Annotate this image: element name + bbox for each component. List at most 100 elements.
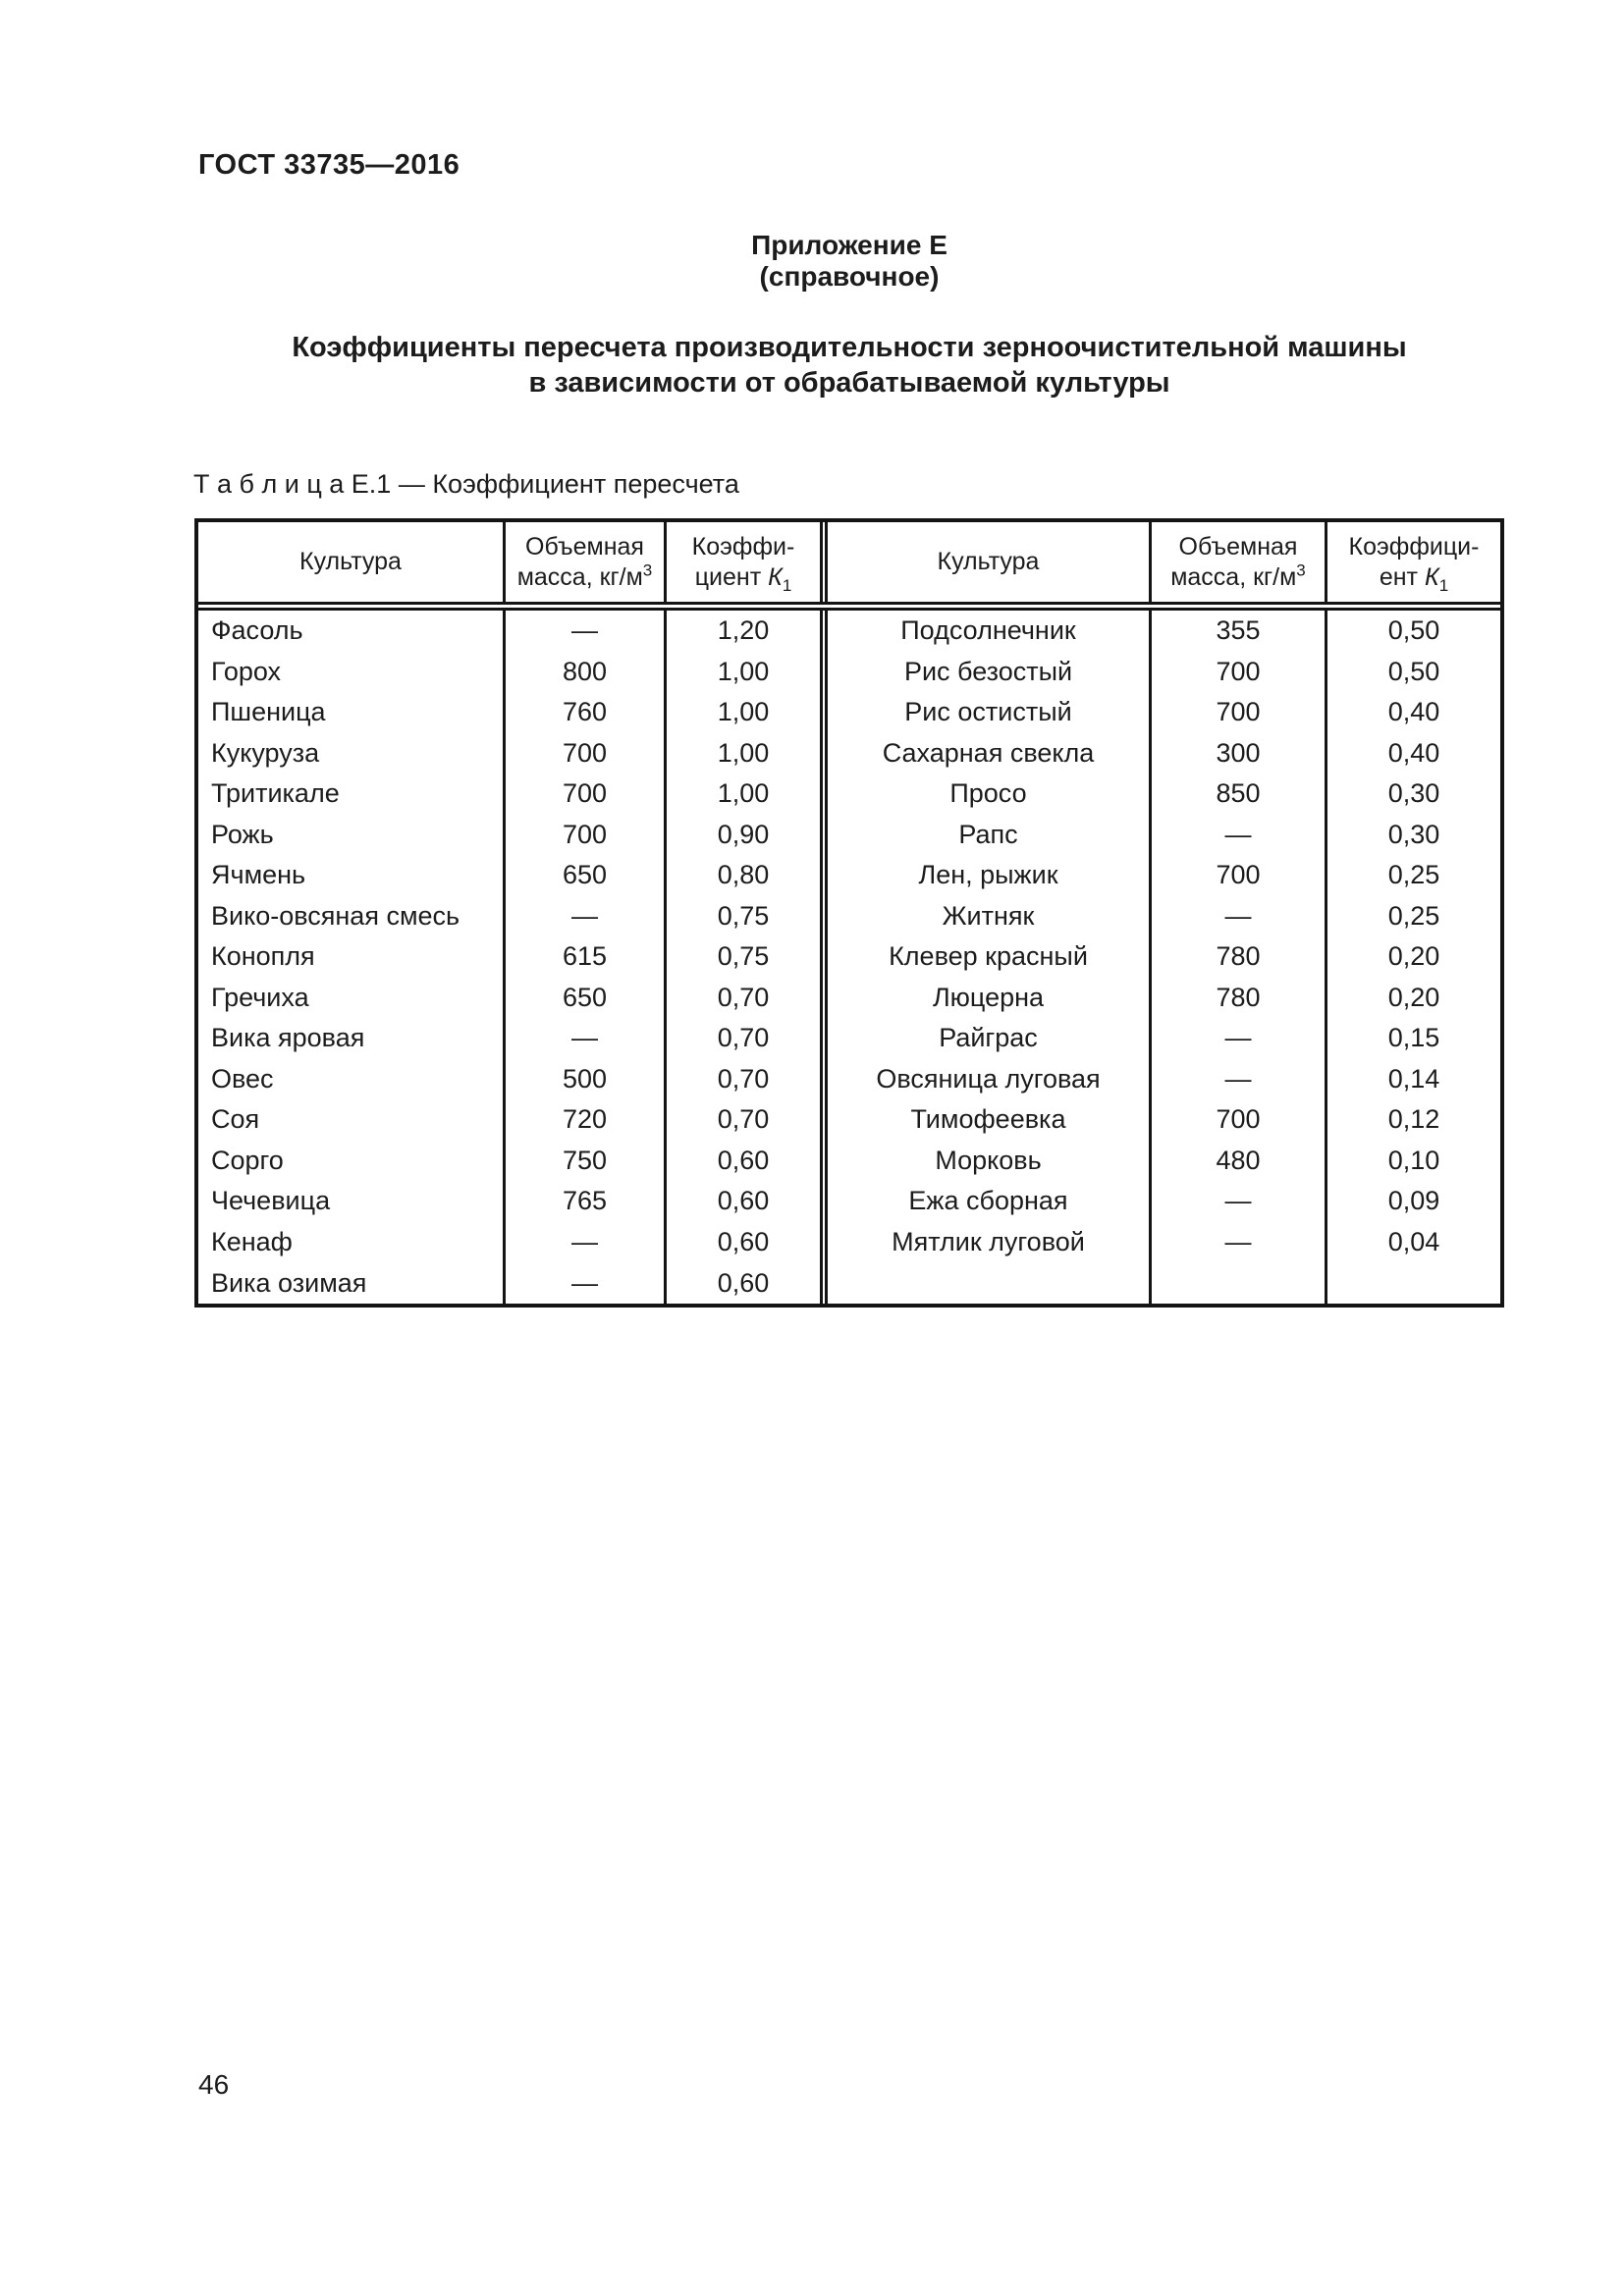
table-cell-coefficient: 0,70 xyxy=(717,1023,770,1053)
table-cell-mass: 750 xyxy=(506,1140,667,1182)
table-row: Фасоль — 1,20 xyxy=(198,611,820,652)
header-coef-left-line2: циент К1 xyxy=(694,562,792,595)
table-row: Житняк — 0,25 xyxy=(828,895,1500,937)
table-row: Вика озимая — 0,60 xyxy=(198,1262,820,1304)
table-row: Райграс — 0,15 xyxy=(828,1018,1500,1059)
table-cell-culture: Тритикале xyxy=(198,774,506,815)
table-left-half: Фасоль — 1,20 Горох 800 1,00 Пшеница 760… xyxy=(198,611,820,1304)
table-cell-mass: 780 xyxy=(1152,936,1327,978)
table-row: Пшеница 760 1,00 xyxy=(198,692,820,733)
table-cell-culture: Конопля xyxy=(198,936,506,978)
table-cell-culture: Люцерна xyxy=(828,977,1152,1019)
table-cell-mass: — xyxy=(506,1221,667,1263)
table-cell-culture: Чечевица xyxy=(198,1181,506,1222)
header-coef-right-line1: Коэффици- xyxy=(1348,532,1480,561)
table-cell-coefficient: 0,50 xyxy=(1387,656,1440,686)
table-right-half: Подсолнечник 355 0,50 Рис безостый 700 0… xyxy=(828,611,1500,1304)
header-mass-left: Объемная масса, кг/м3 xyxy=(506,522,667,602)
table-cell-culture: Сахарная свекла xyxy=(828,732,1152,774)
table-cell-mass: 700 xyxy=(1152,692,1327,733)
header-mass-right: Объемная масса, кг/м3 xyxy=(1152,522,1327,602)
appendix-subtitle: (справочное) xyxy=(759,261,940,292)
header-mass-left-line1: Объемная xyxy=(525,532,644,561)
table-cell-culture: Рис остистый xyxy=(828,692,1152,733)
table-row: Рис безостый 700 0,50 xyxy=(828,651,1500,693)
table-cell-mass: — xyxy=(1152,1221,1327,1263)
table-cell-mass: 700 xyxy=(506,774,667,815)
table-cell-coefficient: 1,20 xyxy=(717,615,770,646)
table-cell-coefficient: 0,60 xyxy=(717,1226,770,1256)
table-cell-coefficient: 0,10 xyxy=(1387,1145,1440,1175)
table-cell-empty xyxy=(828,1262,1152,1304)
table-cell-mass: — xyxy=(1152,1181,1327,1222)
table-cell-mass: 850 xyxy=(1152,774,1327,815)
table-row: Сахарная свекла 300 0,40 xyxy=(828,732,1500,774)
table-cell-mass: 700 xyxy=(1152,855,1327,896)
main-title-line2: в зависимости от обрабатываемой культуры xyxy=(528,367,1170,399)
table-body: Фасоль — 1,20 Горох 800 1,00 Пшеница 760… xyxy=(198,611,1500,1304)
table-row: Тимофеевка 700 0,12 xyxy=(828,1099,1500,1141)
table-cell-coefficient: 0,15 xyxy=(1387,1023,1440,1053)
table-cell-coefficient: 0,12 xyxy=(1387,1104,1440,1135)
table-cell-coefficient: 0,75 xyxy=(717,900,770,931)
table-row: Лен, рыжик 700 0,25 xyxy=(828,855,1500,896)
table-row: Сорго 750 0,60 xyxy=(198,1140,820,1182)
table-row: Ежа сборная — 0,09 xyxy=(828,1181,1500,1222)
table-cell-culture: Гречиха xyxy=(198,977,506,1019)
document-number: ГОСТ 33735—2016 xyxy=(198,149,460,181)
table-cell-culture: Вико-овсяная смесь xyxy=(198,895,506,937)
table-cell-mass: — xyxy=(1152,1058,1327,1100)
table-row: Клевер красный 780 0,20 xyxy=(828,936,1500,978)
table-cell-coefficient: 0,70 xyxy=(717,982,770,1012)
table-cell-coefficient: 0,75 xyxy=(717,941,770,972)
table-row: Конопля 615 0,75 xyxy=(198,936,820,978)
table-row: Ячмень 650 0,80 xyxy=(198,855,820,896)
table-cell-culture: Овес xyxy=(198,1058,506,1100)
table-cell-mass: 615 xyxy=(506,936,667,978)
table-row: Вика яровая — 0,70 xyxy=(198,1018,820,1059)
table-cell-coefficient: 0,70 xyxy=(717,1063,770,1094)
table-row: Рожь 700 0,90 xyxy=(198,814,820,856)
table-cell-mass: 780 xyxy=(1152,977,1327,1019)
table-cell-culture: Ячмень xyxy=(198,855,506,896)
appendix-title: Приложение Е xyxy=(751,230,947,260)
table-middle-divider xyxy=(820,522,828,602)
header-mass-left-line2: масса, кг/м3 xyxy=(516,561,653,591)
table-cell-mass: — xyxy=(506,1018,667,1059)
table-row: Овсяница луговая — 0,14 xyxy=(828,1058,1500,1100)
table-cell-culture: Рапс xyxy=(828,814,1152,856)
table-row: Мятлик луговой — 0,04 xyxy=(828,1221,1500,1263)
header-coef-right-line2: ент К1 xyxy=(1379,562,1449,595)
table-cell-coefficient: 0,30 xyxy=(1387,778,1440,809)
table-row: Чечевица 765 0,60 xyxy=(198,1181,820,1222)
table-cell-culture: Овсяница луговая xyxy=(828,1058,1152,1100)
table-cell-mass: 480 xyxy=(1152,1140,1327,1182)
header-mass-right-line2: масса, кг/м3 xyxy=(1170,561,1306,591)
table-cell-culture: Клевер красный xyxy=(828,936,1152,978)
table-cell-coefficient: 0,40 xyxy=(1387,697,1440,727)
table-row: Гречиха 650 0,70 xyxy=(198,977,820,1019)
table-cell-culture: Кенаф xyxy=(198,1221,506,1263)
table-cell-coefficient: 0,25 xyxy=(1387,900,1440,931)
table-cell-mass: 800 xyxy=(506,651,667,693)
table-cell-culture: Рис безостый xyxy=(828,651,1152,693)
table-cell-culture: Лен, рыжик xyxy=(828,855,1152,896)
table-cell-mass: 700 xyxy=(506,814,667,856)
header-coef-left-line1: Коэффи- xyxy=(691,532,795,561)
header-coef-right: Коэффици- ент К1 xyxy=(1327,522,1500,602)
header-culture-left: Культура xyxy=(198,522,506,602)
table-cell-culture: Райграс xyxy=(828,1018,1152,1059)
table-middle-divider xyxy=(820,611,828,1304)
table-cell-culture: Подсолнечник xyxy=(828,611,1152,652)
table-cell-coefficient: 1,00 xyxy=(717,778,770,809)
table-row-filler xyxy=(828,1262,1500,1304)
table-cell-coefficient: 0,40 xyxy=(1387,737,1440,768)
table-cell-culture: Соя xyxy=(198,1099,506,1141)
header-coef-left: Коэффи- циент К1 xyxy=(667,522,820,602)
table-cell-mass: 765 xyxy=(506,1181,667,1222)
table-cell-coefficient: 0,20 xyxy=(1387,982,1440,1012)
main-title: Коэффициенты пересчета производительност… xyxy=(194,330,1504,400)
table-cell-mass: 760 xyxy=(506,692,667,733)
table-cell-mass: 700 xyxy=(1152,1099,1327,1141)
